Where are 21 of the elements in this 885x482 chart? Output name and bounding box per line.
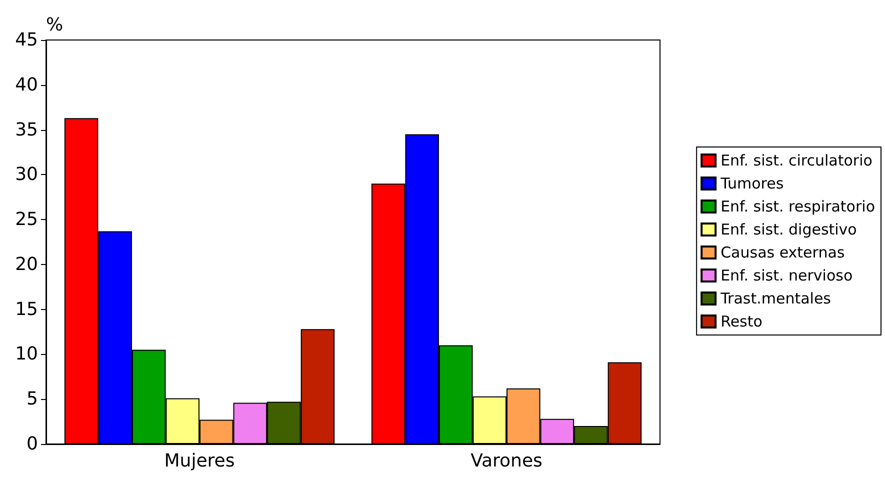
legend-label: Tumores xyxy=(720,174,784,192)
x-tick-label: Varones xyxy=(470,450,542,472)
y-tick-label: 30 xyxy=(15,164,38,186)
y-axis-title: % xyxy=(46,14,64,36)
legend-label: Enf. sist. respiratorio xyxy=(720,198,876,216)
legend-label: Resto xyxy=(720,312,762,330)
x-tick-label: Mujeres xyxy=(164,450,235,472)
y-tick-label: 40 xyxy=(15,74,38,96)
legend-label: Enf. sist. circulatorio xyxy=(720,152,872,170)
legend-label: Causas externas xyxy=(720,244,845,262)
y-tick-label: 45 xyxy=(15,30,38,50)
y-tick-label: 25 xyxy=(15,209,38,230)
y-tick-label: 20 xyxy=(15,254,38,275)
y-tick-label: 0 xyxy=(26,434,38,454)
legend-label: Trast.mentales xyxy=(720,290,832,308)
y-tick-label: 5 xyxy=(26,388,38,410)
y-tick-label: 15 xyxy=(15,298,38,320)
legend-label: Enf. sist. digestivo xyxy=(720,220,857,238)
y-tick-label: 35 xyxy=(15,119,38,140)
y-tick-label: 10 xyxy=(15,344,38,365)
legend-label: Enf. sist. nervioso xyxy=(720,266,853,284)
